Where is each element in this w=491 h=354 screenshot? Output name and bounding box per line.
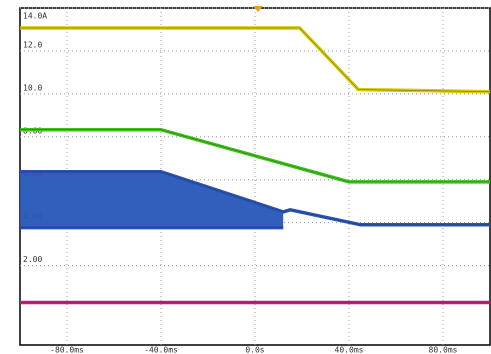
y-tick-label: 2.00 bbox=[23, 255, 42, 264]
trace-core bbox=[20, 129, 490, 183]
band-area bbox=[20, 171, 284, 228]
x-tick-label: 40.0ms bbox=[335, 346, 364, 354]
x-tick-label: -40.0ms bbox=[144, 346, 178, 354]
y-tick-label: 12.0 bbox=[23, 40, 42, 49]
x-tick-label: 0.0s bbox=[245, 346, 264, 354]
y-tick-label: 14.0A bbox=[23, 12, 47, 21]
x-tick-label: -80.0ms bbox=[50, 346, 84, 354]
y-tick-label: 10.0 bbox=[23, 83, 42, 92]
trace-core bbox=[20, 27, 491, 93]
x-tick-label: 80.0ms bbox=[429, 346, 458, 354]
trace-core bbox=[20, 171, 490, 226]
